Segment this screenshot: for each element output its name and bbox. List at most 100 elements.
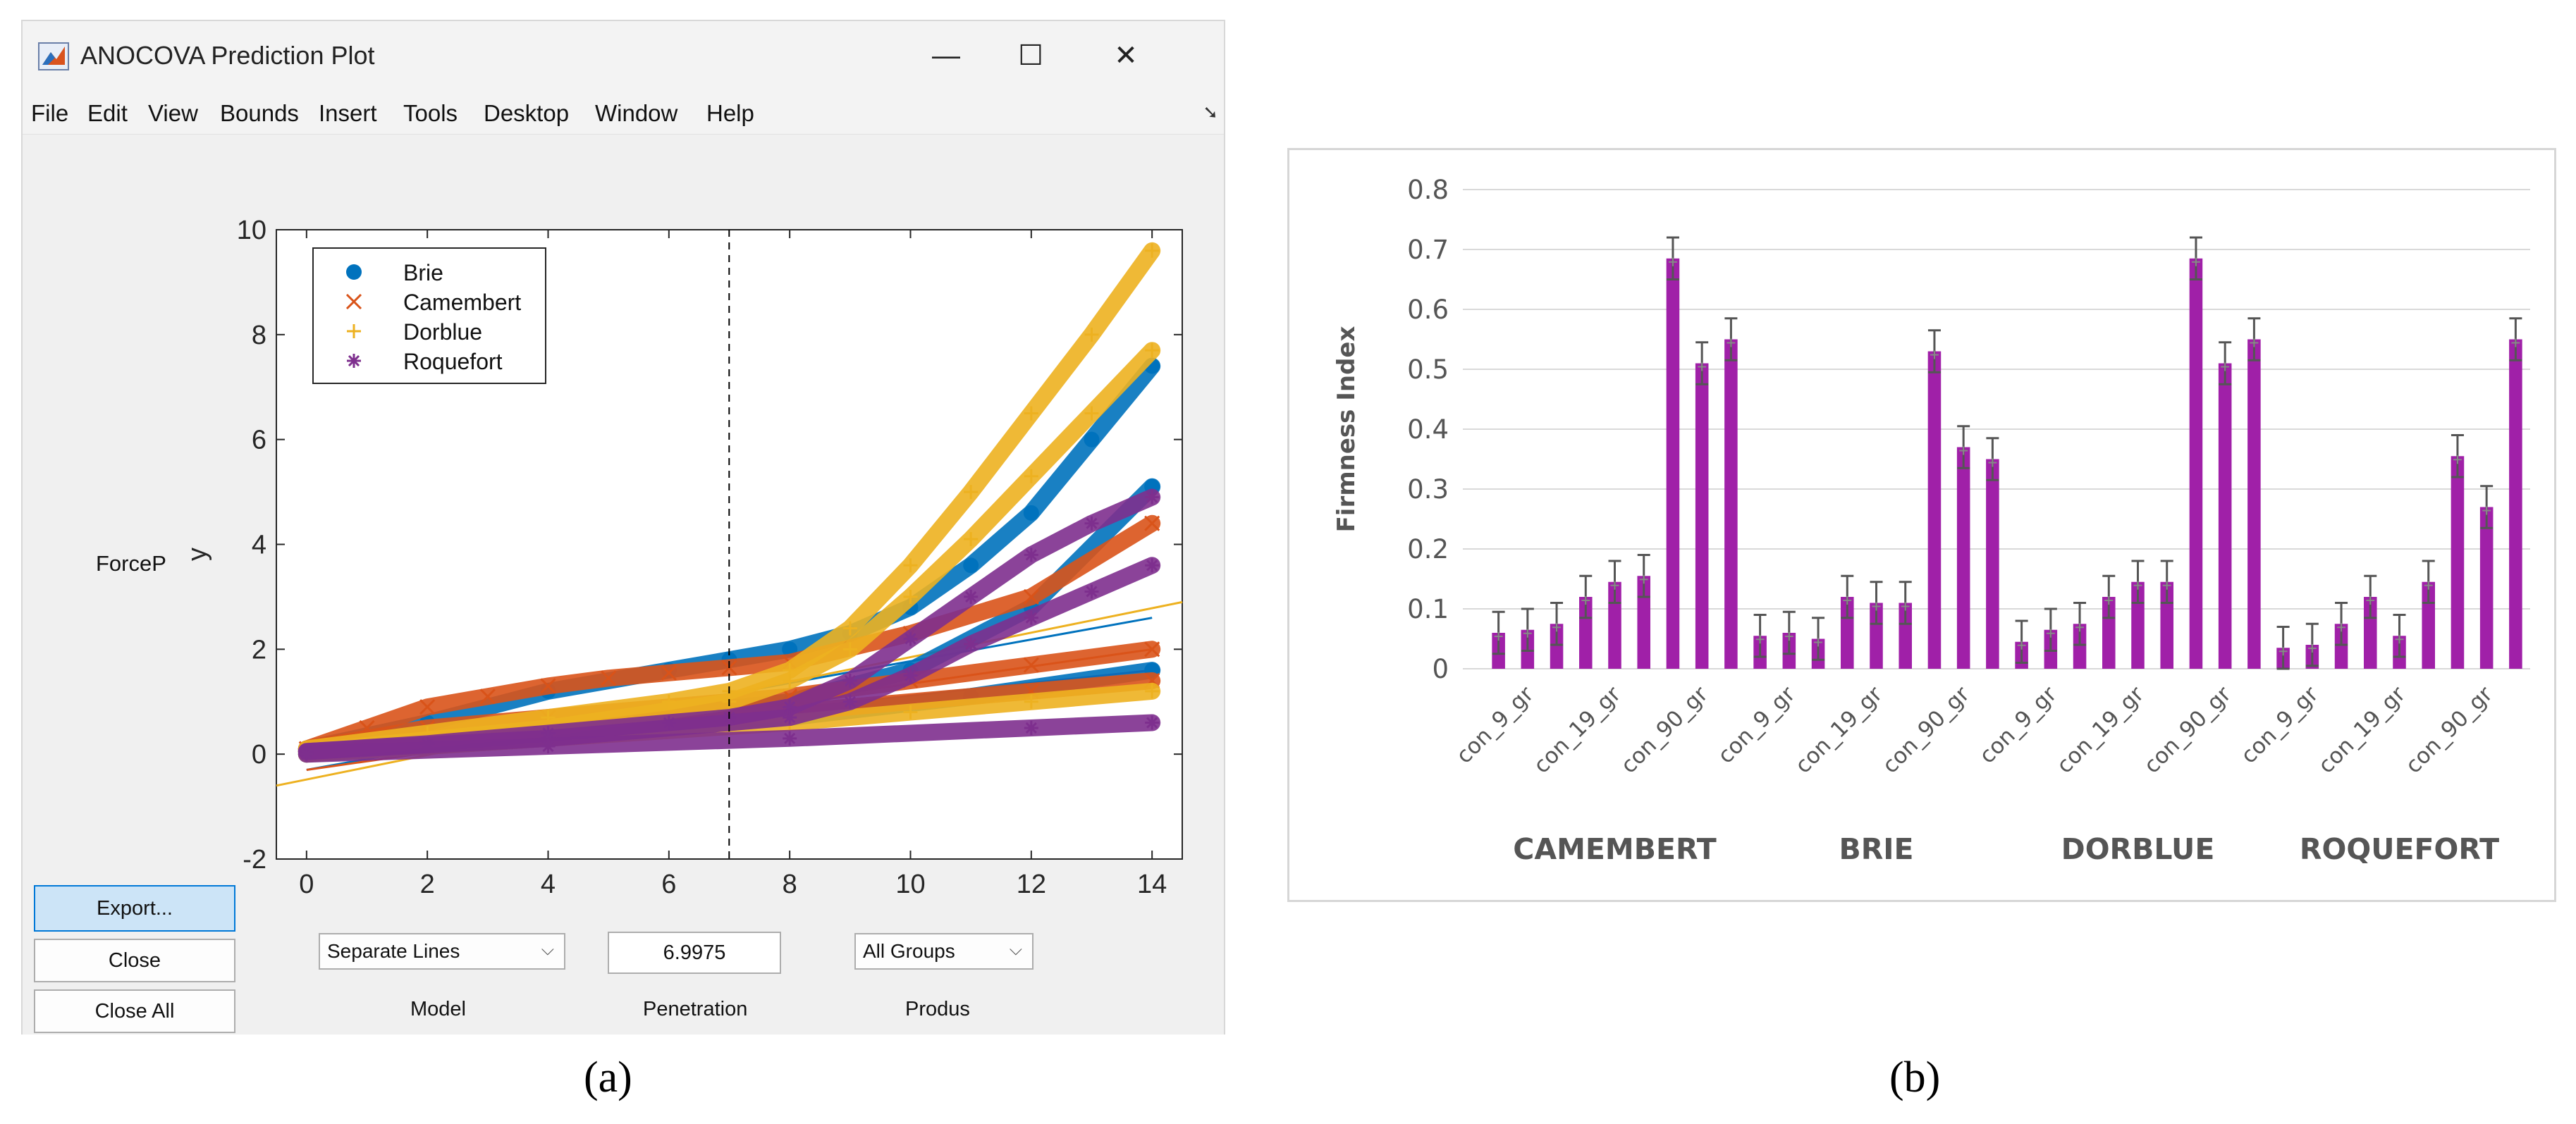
menu-file[interactable]: File	[31, 100, 69, 126]
undock-arrow-icon[interactable]: ➘	[1203, 101, 1218, 123]
close-all-button[interactable]: Close All	[34, 989, 235, 1033]
x-tick-label: con_19_gr	[2314, 681, 2411, 779]
x-tick-label: 14	[1137, 870, 1167, 899]
series-band	[298, 242, 1161, 758]
x-tick-label: 4	[541, 870, 556, 899]
data-point	[1145, 558, 1160, 573]
model-select[interactable]: Separate Lines ⌵	[319, 933, 565, 970]
bar	[1927, 351, 1942, 669]
y-axis-label: Firmness Index	[1332, 326, 1361, 533]
menu-tools[interactable]: Tools	[403, 100, 458, 126]
menu-help[interactable]: Help	[706, 100, 754, 126]
data-point	[903, 589, 918, 604]
data-point	[661, 665, 677, 681]
mean-marker	[1726, 338, 1736, 347]
menu-desktop[interactable]: Desktop	[484, 100, 570, 126]
minimize-button[interactable]: —	[914, 34, 978, 78]
data-point	[540, 678, 556, 694]
bar	[1550, 624, 1564, 669]
y-tick-label: 6	[252, 426, 266, 455]
mean-marker	[2017, 641, 2026, 650]
bar	[1870, 603, 1883, 669]
anocova-scatter-plot[interactable]: 0 2 4 6 8 10 12 14 -2 0 2 4 6 8 10 y Brie Camembert Dorblu…	[23, 135, 1224, 1035]
y-tick-label: 0	[252, 740, 266, 770]
legend-label: Camembert	[403, 290, 521, 315]
group-label: CAMEMBERT	[1513, 832, 1716, 866]
data-point	[783, 710, 797, 725]
data-point	[1023, 657, 1039, 673]
mean-marker	[2221, 362, 2230, 371]
x-tick-label: con_90_gr	[1877, 681, 1975, 779]
y-tick-label: -2	[243, 845, 266, 875]
mean-marker	[1814, 638, 1823, 647]
menu-insert[interactable]: Insert	[319, 100, 377, 126]
mean-marker	[1610, 581, 1619, 590]
data-point	[1144, 515, 1160, 531]
mean-marker	[2337, 623, 2346, 632]
x-tick-label: 10	[895, 870, 925, 899]
y-tick-label: 0.3	[1407, 474, 1449, 505]
data-point	[903, 705, 918, 720]
close-button[interactable]: Close	[34, 939, 235, 982]
mean-marker	[2482, 506, 2491, 515]
x-tick-label: con_9_gr	[1975, 681, 2062, 769]
data-point	[842, 673, 857, 688]
data-point	[1145, 243, 1160, 258]
y-tick-label: 0.8	[1407, 175, 1449, 205]
data-point	[842, 694, 857, 709]
maximize-button[interactable]: ☐	[999, 34, 1062, 78]
export-button[interactable]: Export...	[34, 885, 235, 932]
y-tick-label: 4	[252, 531, 266, 560]
bar	[1579, 597, 1593, 669]
maximize-icon: ☐	[1018, 40, 1043, 71]
title-bar[interactable]: ANOCOVA Prediction Plot — ☐ ✕	[23, 21, 1224, 92]
data-point	[964, 636, 979, 651]
data-point	[1145, 715, 1160, 730]
group-label: ROQUEFORT	[2300, 832, 2499, 866]
bar	[2189, 258, 2203, 669]
caption-b: (b)	[1889, 1054, 1941, 1101]
legend: Brie Camembert Dorblue Roquefort	[312, 247, 546, 384]
mean-marker	[2104, 596, 2114, 605]
data-point	[783, 700, 797, 715]
data-point	[1145, 343, 1160, 358]
data-point	[783, 673, 797, 688]
bar	[1899, 603, 1912, 669]
bar	[1724, 339, 1738, 669]
data-point	[1024, 694, 1038, 709]
data-point	[419, 699, 436, 715]
produs-select[interactable]: All Groups ⌵	[854, 933, 1034, 970]
y-tick-label: 0.4	[1407, 414, 1449, 445]
menu-view[interactable]: View	[148, 100, 198, 126]
close-window-button[interactable]: ✕	[1094, 34, 1158, 78]
data-point	[783, 731, 797, 746]
mean-marker	[1639, 575, 1648, 584]
data-point	[964, 485, 979, 500]
data-point	[842, 621, 857, 636]
menu-edit[interactable]: Edit	[87, 100, 128, 126]
mean-marker	[1755, 635, 1765, 644]
mean-marker	[1930, 350, 1939, 359]
data-point	[964, 532, 979, 547]
produs-label: Produs	[905, 998, 970, 1020]
x-tick-label: con_19_gr	[1529, 681, 1626, 779]
menu-bounds[interactable]: Bounds	[220, 100, 299, 126]
y-tick-label: 0.1	[1407, 594, 1449, 624]
bar	[2451, 456, 2465, 669]
mean-marker	[1581, 596, 1590, 605]
menu-window[interactable]: Window	[595, 100, 678, 126]
penetration-input[interactable]: 6.9975	[608, 932, 781, 974]
y-tick-label: 0.7	[1407, 235, 1449, 265]
matlab-figure-window: ANOCOVA Prediction Plot — ☐ ✕ File Edit …	[21, 20, 1225, 1035]
mean-marker	[2453, 455, 2462, 464]
data-point	[347, 324, 361, 338]
data-point	[347, 354, 361, 368]
chevron-down-icon: ⌵	[1009, 940, 1022, 959]
data-point	[299, 747, 314, 762]
chevron-down-icon: ⌵	[541, 940, 554, 959]
firmness-bar-chart-panel: 0 0.1 0.2 0.3 0.4 0.5 0.6 0.7 0.8 Firmness Index c…	[1287, 148, 2556, 902]
penetration-label: Penetration	[643, 998, 748, 1020]
data-point	[1145, 490, 1160, 505]
series-roquefort	[298, 714, 1161, 763]
response-label: ForceP	[96, 551, 166, 576]
